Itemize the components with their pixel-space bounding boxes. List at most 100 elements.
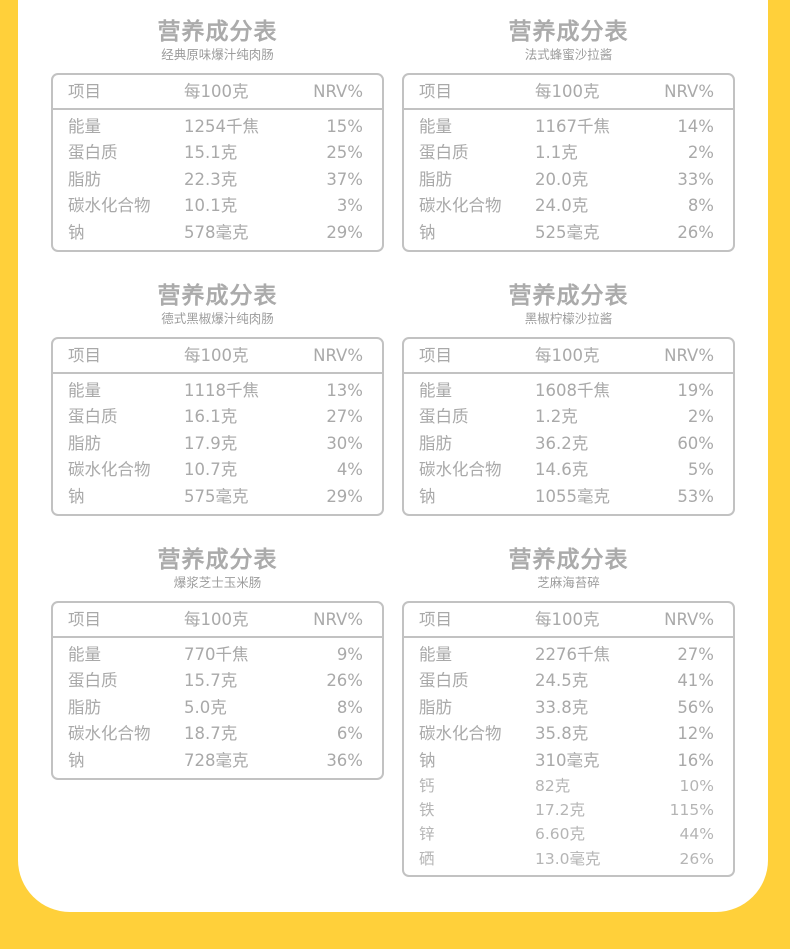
nutrient-amount: 6.60克 xyxy=(535,825,586,844)
nutrient-nrv: 53% xyxy=(677,486,714,506)
nutrient-nrv: 26% xyxy=(326,671,363,691)
nutrient-name: 能量 xyxy=(419,381,452,400)
nutrient-name: 钙 xyxy=(419,776,435,795)
nutrient-amount: 24.5克 xyxy=(535,671,589,691)
nutrient-nrv: 16% xyxy=(677,750,714,770)
nutrient-nrv: 41% xyxy=(677,671,714,691)
nutrient-nrv: 10% xyxy=(679,776,714,795)
table-row: 钠 1055毫克 53% xyxy=(404,484,733,510)
nutrient-nrv: 3% xyxy=(336,196,363,216)
nutrient-name: 能量 xyxy=(68,645,101,664)
nutrient-name: 能量 xyxy=(68,381,101,400)
nutrient-name: 能量 xyxy=(419,645,452,664)
header-nrv: NRV% xyxy=(664,610,714,629)
nutrient-nrv: 26% xyxy=(677,222,714,242)
nutrient-nrv: 25% xyxy=(326,143,363,163)
nutrient-nrv: 2% xyxy=(687,143,714,163)
nutrient-name: 能量 xyxy=(68,117,101,136)
table-row: 铁 17.2克 115% xyxy=(404,798,733,822)
panel-subtitle: 爆浆芝士玉米肠 xyxy=(173,575,262,590)
table-header: 项目 每100克 NRV% xyxy=(53,603,382,638)
header-item: 项目 xyxy=(68,346,101,365)
header-nrv: NRV% xyxy=(313,82,363,101)
panel-title: 营养成分表 xyxy=(508,547,629,573)
table-row: 锌 6.60克 44% xyxy=(404,822,733,846)
table-row: 能量 1118千焦 13% xyxy=(53,378,382,404)
nutrition-table: 项目 每100克 NRV% 能量 1167千焦 14% 蛋白质 1.1克 2% … xyxy=(402,73,735,252)
nutrient-amount: 36.2克 xyxy=(535,433,589,453)
panel-subtitle: 法式蜂蜜沙拉酱 xyxy=(524,47,613,62)
table-row: 蛋白质 1.1克 2% xyxy=(404,140,733,166)
table-header: 项目 每100克 NRV% xyxy=(53,339,382,374)
nutrient-amount: 17.2克 xyxy=(535,801,586,820)
nutrient-amount: 82克 xyxy=(535,776,571,795)
table-row: 蛋白质 15.7克 26% xyxy=(53,668,382,694)
nutrient-nrv: 27% xyxy=(326,407,363,427)
nutrient-nrv: 6% xyxy=(336,724,363,744)
table-row: 蛋白质 15.1克 25% xyxy=(53,140,382,166)
nutrient-name: 铁 xyxy=(419,801,435,820)
nutrient-name: 钠 xyxy=(68,750,85,770)
nutrient-amount: 15.1克 xyxy=(184,143,238,163)
header-nrv: NRV% xyxy=(313,610,363,629)
nutrition-table: 项目 每100克 NRV% 能量 770千焦 9% 蛋白质 15.7克 26% … xyxy=(51,601,384,780)
nutrient-amount: 14.6克 xyxy=(535,460,589,480)
panel-title: 营养成分表 xyxy=(157,283,278,309)
nutrient-amount: 16.1克 xyxy=(184,407,238,427)
table-row: 钠 525毫克 26% xyxy=(404,220,733,246)
nutrient-amount: 1608千焦 xyxy=(535,381,610,400)
nutrient-amount: 20.0克 xyxy=(535,169,589,189)
nutrient-name: 蛋白质 xyxy=(419,407,469,427)
table-row: 蛋白质 1.2克 2% xyxy=(404,404,733,430)
nutrient-amount: 578毫克 xyxy=(184,222,249,242)
header-item: 项目 xyxy=(68,82,101,101)
nutrient-nrv: 15% xyxy=(326,117,363,136)
nutrient-amount: 10.7克 xyxy=(184,460,238,480)
table-row: 碳水化合物 18.7克 6% xyxy=(53,721,382,747)
nutrient-nrv: 36% xyxy=(326,750,363,770)
table-header: 项目 每100克 NRV% xyxy=(404,339,733,374)
nutrient-name: 锌 xyxy=(419,825,435,844)
nutrient-nrv: 33% xyxy=(677,169,714,189)
panel-title: 营养成分表 xyxy=(508,19,629,45)
nutrient-amount: 2276千焦 xyxy=(535,645,610,664)
table-row: 能量 2276千焦 27% xyxy=(404,642,733,668)
table-header: 项目 每100克 NRV% xyxy=(53,75,382,110)
table-row: 蛋白质 24.5克 41% xyxy=(404,668,733,694)
nutrient-name: 脂肪 xyxy=(419,169,452,189)
nutrition-table: 项目 每100克 NRV% 能量 1118千焦 13% 蛋白质 16.1克 27… xyxy=(51,337,384,516)
nutrient-nrv: 12% xyxy=(677,724,714,744)
header-nrv: NRV% xyxy=(664,346,714,365)
nutrient-amount: 575毫克 xyxy=(184,486,249,506)
nutrient-name: 钠 xyxy=(68,222,85,242)
table-row: 钠 310毫克 16% xyxy=(404,748,733,774)
nutrient-name: 碳水化合物 xyxy=(419,460,502,480)
nutrient-amount: 33.8克 xyxy=(535,697,589,717)
nutrient-name: 硒 xyxy=(419,849,435,868)
nutrient-nrv: 29% xyxy=(326,222,363,242)
nutrient-nrv: 44% xyxy=(679,825,714,844)
nutrient-amount: 5.0克 xyxy=(184,697,227,717)
nutrient-nrv: 19% xyxy=(677,381,714,400)
nutrient-name: 蛋白质 xyxy=(68,671,118,691)
table-row: 碳水化合物 24.0克 8% xyxy=(404,193,733,219)
nutrient-amount: 1167千焦 xyxy=(535,117,610,136)
nutrient-nrv: 37% xyxy=(326,169,363,189)
nutrient-nrv: 5% xyxy=(687,460,714,480)
header-per100g: 每100克 xyxy=(184,610,249,629)
table-header: 项目 每100克 NRV% xyxy=(404,75,733,110)
nutrition-table: 项目 每100克 NRV% 能量 1608千焦 19% 蛋白质 1.2克 2% … xyxy=(402,337,735,516)
nutrient-nrv: 2% xyxy=(687,407,714,427)
nutrient-name: 脂肪 xyxy=(68,433,101,453)
nutrient-amount: 1254千焦 xyxy=(184,117,259,136)
nutrient-amount: 24.0克 xyxy=(535,196,589,216)
nutrition-table: 项目 每100克 NRV% 能量 1254千焦 15% 蛋白质 15.1克 25… xyxy=(51,73,384,252)
header-item: 项目 xyxy=(68,610,101,629)
content-card xyxy=(18,0,768,912)
table-row: 脂肪 17.9克 30% xyxy=(53,431,382,457)
nutrient-nrv: 13% xyxy=(326,381,363,400)
table-row: 脂肪 33.8克 56% xyxy=(404,695,733,721)
nutrient-name: 脂肪 xyxy=(419,697,452,717)
nutrient-amount: 310毫克 xyxy=(535,750,600,770)
header-item: 项目 xyxy=(419,82,452,101)
